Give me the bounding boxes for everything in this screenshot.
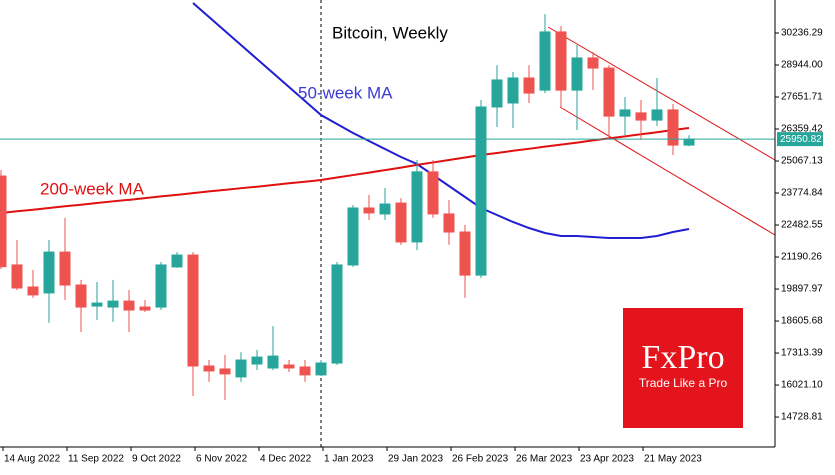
channel-upper xyxy=(547,26,776,161)
candle-body xyxy=(363,207,375,214)
y-tick-label: 18605.68 xyxy=(781,316,823,327)
x-tick-label: 26 Mar 2023 xyxy=(516,454,573,465)
logo-tagline: Trade Like a Pro xyxy=(639,376,728,390)
candle-layer xyxy=(0,14,695,400)
ma-line xyxy=(192,2,690,239)
candle-body xyxy=(155,264,167,308)
logo-box xyxy=(623,308,743,428)
candle-body xyxy=(11,264,23,289)
candle-body xyxy=(27,286,39,296)
ma50-label: 50-week MA xyxy=(298,83,393,102)
candle-body xyxy=(555,31,567,91)
y-tick-label: 27651.71 xyxy=(781,92,823,103)
x-tick-label: 4 Dec 2022 xyxy=(260,454,312,465)
x-tick-label: 9 Oct 2022 xyxy=(132,454,181,465)
candle-body xyxy=(283,364,295,369)
last-price-label: 25950.82 xyxy=(780,134,822,145)
axis-layer: 30236.29 28944.00 27651.71 26359.42 25067.13… xyxy=(0,0,823,465)
candle-body xyxy=(651,109,663,121)
candle-body xyxy=(571,57,583,91)
candle-body xyxy=(219,368,231,375)
candle-body xyxy=(507,77,519,104)
candle-body xyxy=(251,356,263,365)
candle-body xyxy=(491,79,503,108)
candle-body xyxy=(187,254,199,367)
y-tick-label: 25067.13 xyxy=(781,156,823,167)
y-tick-label: 26359.42 xyxy=(781,124,823,135)
candle-body xyxy=(299,366,311,376)
x-tick-label: 29 Jan 2023 xyxy=(388,454,443,465)
candle-body xyxy=(539,31,551,91)
last-price-box xyxy=(777,132,823,147)
y-tick-label: 22482.55 xyxy=(781,220,823,231)
y-tick-label: 14728.81 xyxy=(781,412,823,423)
candle-body xyxy=(379,203,391,215)
ma-layer xyxy=(0,2,690,239)
candle-body xyxy=(331,264,343,364)
x-tick-label: 14 Aug 2022 xyxy=(4,454,61,465)
x-tick-label: 26 Feb 2023 xyxy=(452,454,509,465)
candle-body xyxy=(475,106,487,276)
x-tick-label: 21 May 2023 xyxy=(644,454,702,465)
candle-body xyxy=(459,231,471,276)
candle-body xyxy=(427,171,439,215)
candle-body xyxy=(635,112,647,121)
chart-title: Bitcoin, Weekly xyxy=(332,23,448,42)
candle-body xyxy=(75,284,87,308)
candle-body xyxy=(107,300,119,308)
candle-body xyxy=(315,362,327,376)
ma200-label: 200-week MA xyxy=(40,179,145,198)
candle-body xyxy=(523,77,535,94)
candle-body xyxy=(603,67,615,117)
candle-body xyxy=(171,254,183,268)
candle-body xyxy=(203,365,215,372)
candle-body xyxy=(683,138,695,146)
x-tick-label: 1 Jan 2023 xyxy=(324,454,374,465)
candle-body xyxy=(443,213,455,233)
y-tick-label: 17313.39 xyxy=(781,348,823,359)
ma-line xyxy=(0,127,690,214)
candle-body xyxy=(347,207,359,266)
candle-body xyxy=(0,175,7,268)
y-tick-label: 21190.26 xyxy=(781,252,822,263)
y-tick-label: 16021.10 xyxy=(781,380,823,391)
candle-body xyxy=(411,171,423,243)
candle-body xyxy=(91,302,103,307)
x-tick-label: 23 Apr 2023 xyxy=(580,454,634,465)
y-tick-label: 30236.29 xyxy=(781,28,823,39)
candle-body xyxy=(43,251,55,294)
candle-body xyxy=(619,109,631,117)
logo-brand: FxPro xyxy=(641,339,724,376)
y-tick-label: 19897.97 xyxy=(781,284,823,295)
candle-body xyxy=(667,109,679,146)
candle-body xyxy=(139,306,151,311)
candle-body xyxy=(267,355,279,369)
candle-body xyxy=(395,202,407,243)
y-tick-label: 28944.00 xyxy=(781,60,823,71)
candle-body xyxy=(59,251,71,286)
candle-body xyxy=(587,57,599,69)
candle-body xyxy=(235,359,247,378)
y-tick-label: 23774.84 xyxy=(781,188,823,199)
x-tick-label: 11 Sep 2022 xyxy=(68,454,124,465)
channel-lower xyxy=(559,106,776,236)
x-tick-label: 6 Nov 2022 xyxy=(196,454,248,465)
candle-body xyxy=(123,300,135,311)
